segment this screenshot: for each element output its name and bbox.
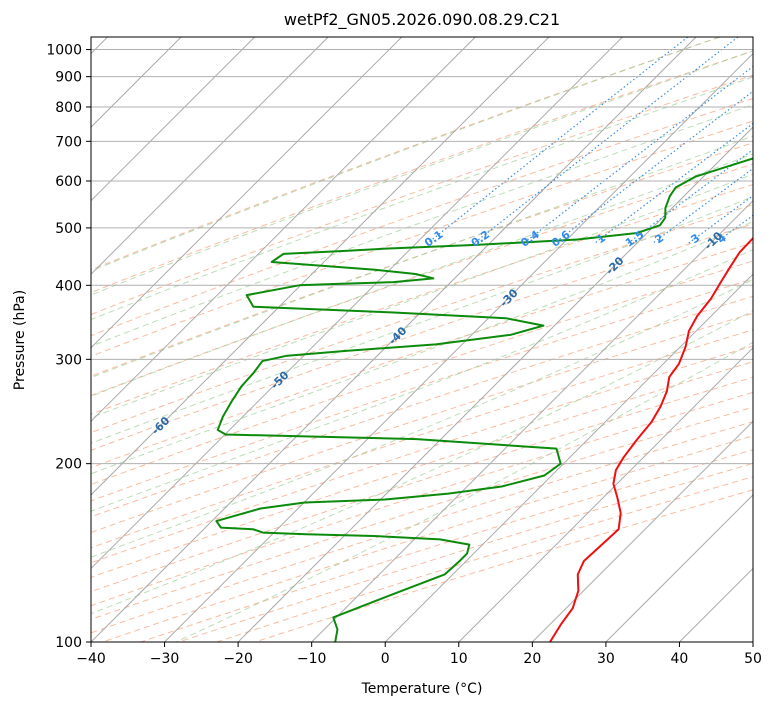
y-tick-label: 300 [55,352,82,368]
dry-adiabat [91,74,753,316]
y-tick-label: 600 [55,174,82,190]
dry-adiabat [91,361,753,578]
dry-adiabat [91,242,753,469]
y-tick-label: 200 [55,457,82,473]
isotherm [91,37,623,570]
moist-adiabat [91,50,753,296]
x-tick-label: 10 [450,651,468,667]
sounding-series [215,157,753,642]
moist-adiabat [91,310,753,615]
isotherm [91,37,403,349]
dry-adiabat [91,142,753,377]
y-tick-label: 400 [55,278,82,294]
x-axis-label: Temperature (°C) [361,681,483,697]
isotherm [91,37,550,496]
isotherm [91,37,476,423]
moist-adiabat [91,278,753,558]
dry-adiabat [91,163,753,397]
isotherm [91,37,256,202]
mixing-ratio-line [472,37,739,245]
y-tick-label: 800 [55,100,82,116]
mixing-ratio-line [593,122,753,245]
isotherm [91,37,329,275]
moist-adiabat [91,76,753,321]
moist-adiabat [175,341,753,642]
background-lines [91,37,753,642]
dry-adiabat [91,329,753,549]
moist-adiabat [91,37,720,272]
moist-adiabat [91,153,753,397]
x-tick-label: −10 [297,651,327,667]
isotherm [237,126,753,642]
y-tick-label: 1000 [46,43,82,59]
moist-adiabat [91,173,753,419]
dry-adiabat [91,50,753,294]
dry-adiabat [91,184,753,415]
axes: −40 −30 −20 −10 0 10 20 30 40 50 100 200 300 400 500 60… [46,43,762,667]
mixing-ratio-line [426,37,689,245]
x-tick-label: 20 [523,651,541,667]
dewpoint-profile [215,157,753,642]
x-tick-label: −20 [223,651,253,667]
moist-adiabat [91,196,753,444]
x-tick-label: 40 [671,651,689,667]
plot-frame [90,36,754,643]
dry-adiabat [91,278,753,502]
isotherm [605,494,753,642]
isotherm [91,37,697,642]
x-tick-label: −30 [150,651,180,667]
isotherm [311,199,753,642]
y-tick-label: 500 [55,221,82,237]
dry-adiabat [91,97,753,337]
y-tick-label: 900 [55,70,82,86]
y-tick-label: 700 [55,134,82,150]
isotherm [458,347,753,642]
pressure-gridlines [91,49,753,642]
dry-adiabat [91,376,753,593]
mixing-ratio-line [522,65,753,245]
x-tick-label: 30 [597,651,615,667]
y-axis-label: Pressure (hPa) [12,290,28,390]
temperature-profile [549,236,753,642]
x-tick-label: −40 [76,651,106,667]
isotherm [531,420,753,642]
y-tick-label: 100 [55,635,82,651]
chart-title: wetPf2_GN05.2026.090.08.29.C21 [284,10,560,30]
x-tick-label: 50 [744,651,762,667]
x-tick-label: 0 [381,651,390,667]
